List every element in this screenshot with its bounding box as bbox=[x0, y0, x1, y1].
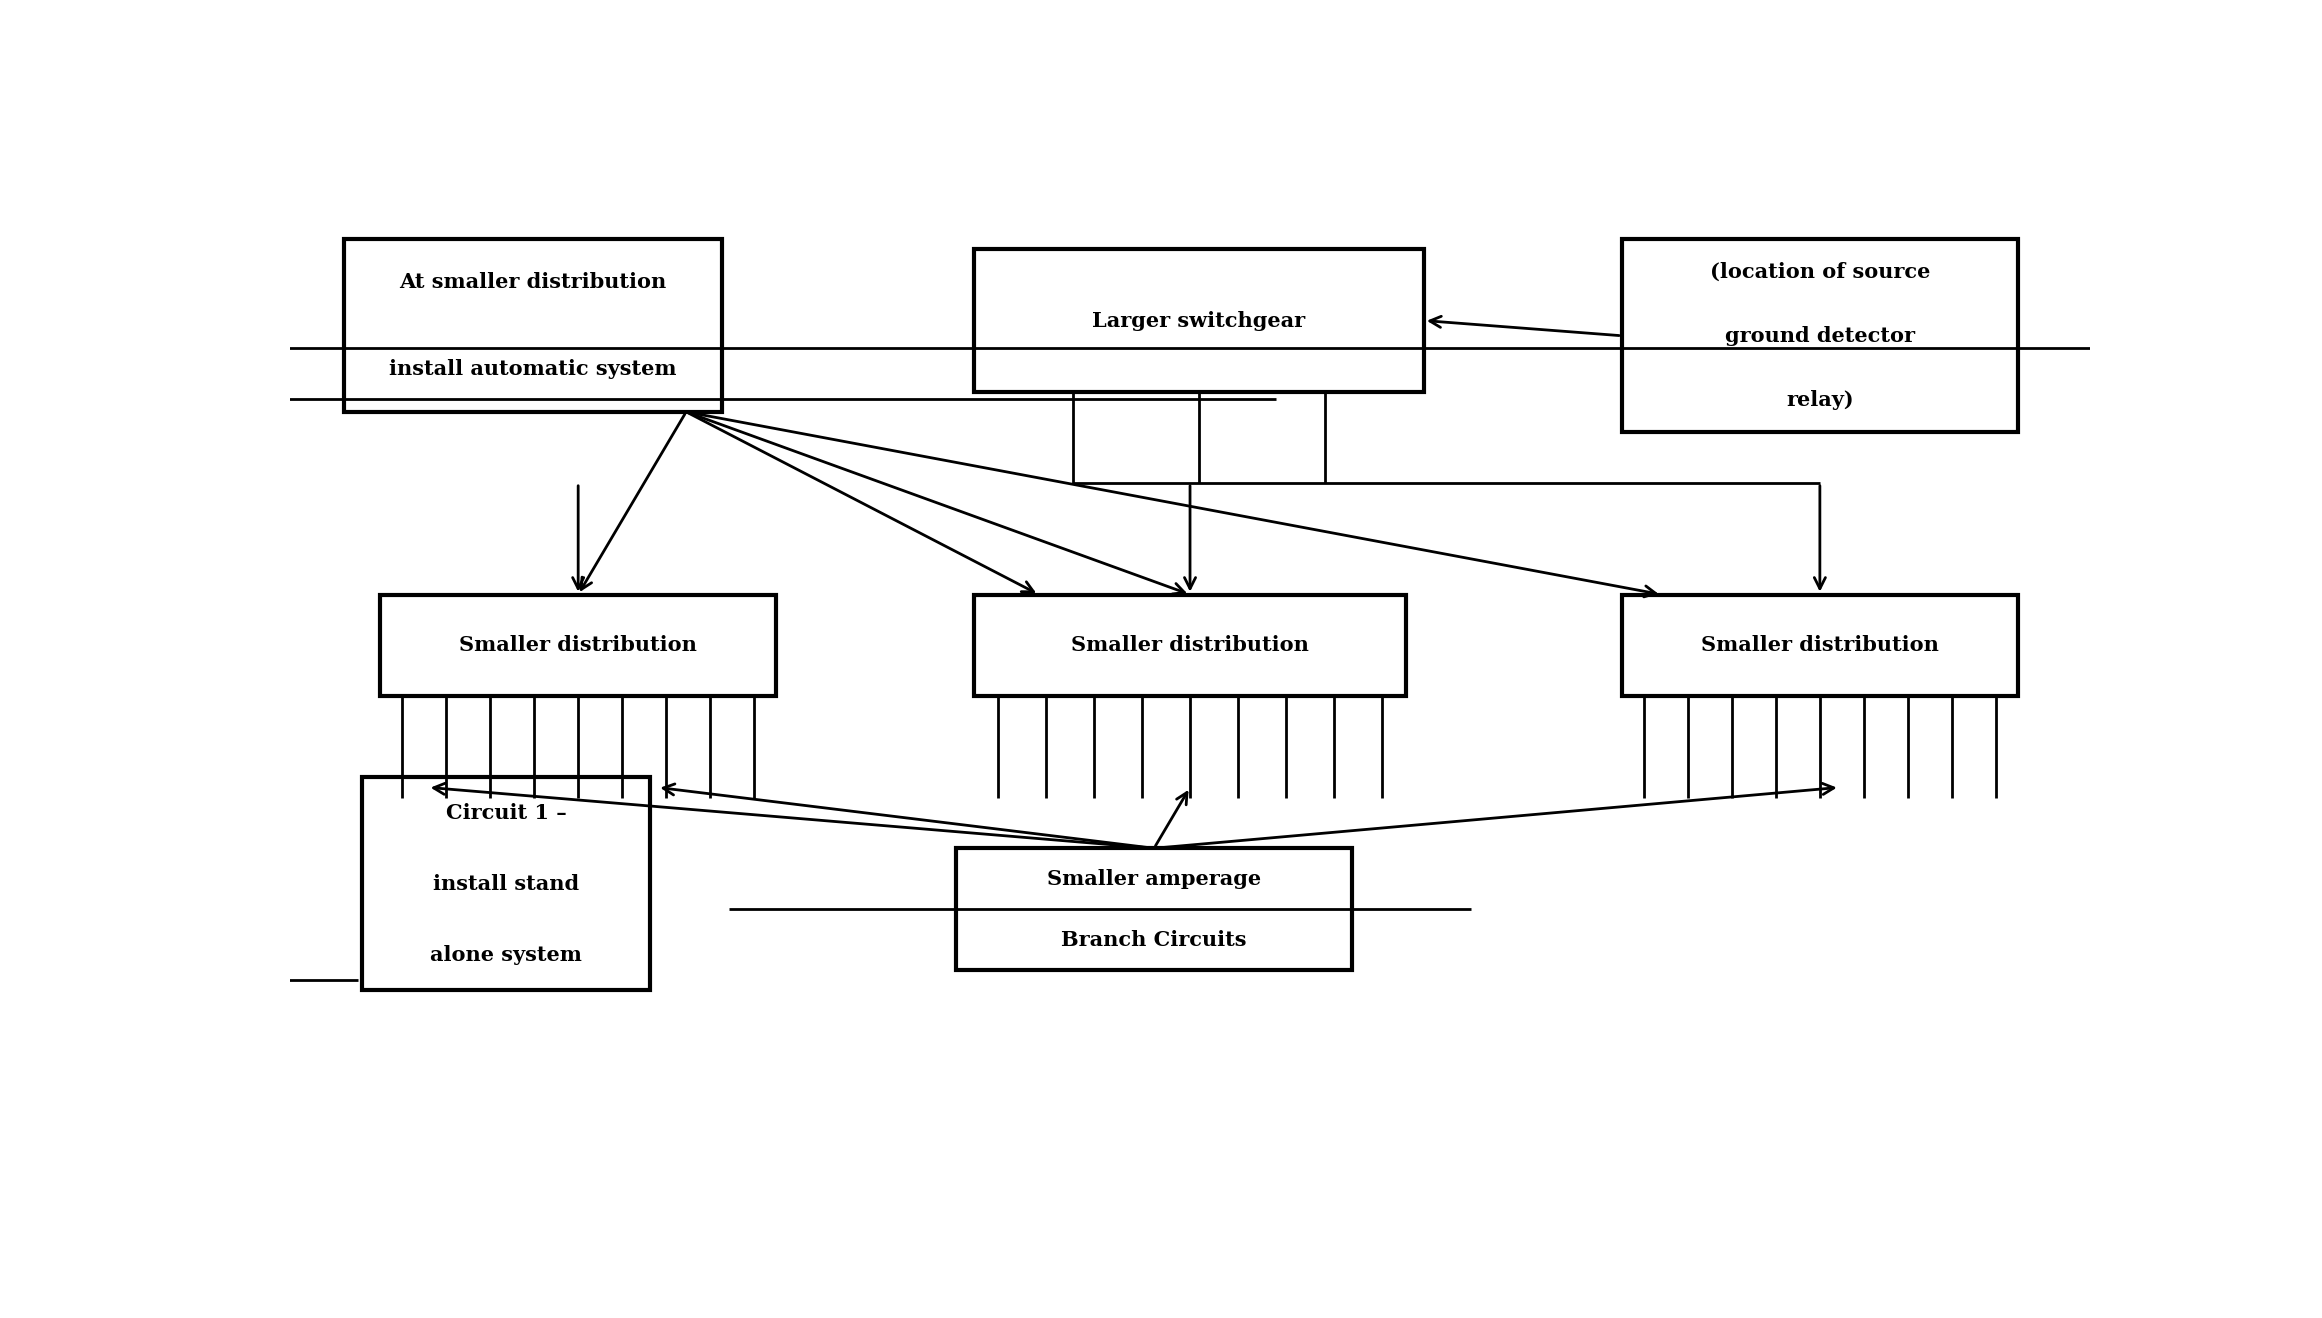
Text: Circuit 1 –: Circuit 1 – bbox=[446, 803, 567, 822]
Text: Smaller distribution: Smaller distribution bbox=[460, 635, 697, 655]
Bar bbox=[381, 594, 776, 696]
Bar bbox=[975, 594, 1407, 696]
Bar bbox=[1621, 594, 2018, 696]
Bar bbox=[1621, 240, 2018, 432]
Bar bbox=[344, 240, 722, 411]
Text: relay): relay) bbox=[1786, 390, 1853, 410]
Bar bbox=[975, 249, 1423, 391]
Text: install automatic system: install automatic system bbox=[390, 358, 678, 378]
Bar bbox=[957, 849, 1351, 970]
Text: ground detector: ground detector bbox=[1725, 326, 1916, 345]
Text: Smaller distribution: Smaller distribution bbox=[1702, 635, 1939, 655]
Text: (location of source: (location of source bbox=[1709, 261, 1930, 282]
Text: Smaller distribution: Smaller distribution bbox=[1070, 635, 1310, 655]
Text: Branch Circuits: Branch Circuits bbox=[1061, 929, 1247, 949]
Text: install stand: install stand bbox=[434, 874, 578, 894]
Bar bbox=[362, 778, 650, 990]
Text: Larger switchgear: Larger switchgear bbox=[1091, 311, 1305, 331]
Text: At smaller distribution: At smaller distribution bbox=[399, 273, 666, 293]
Text: alone system: alone system bbox=[430, 945, 583, 965]
Text: Smaller amperage: Smaller amperage bbox=[1047, 869, 1261, 888]
